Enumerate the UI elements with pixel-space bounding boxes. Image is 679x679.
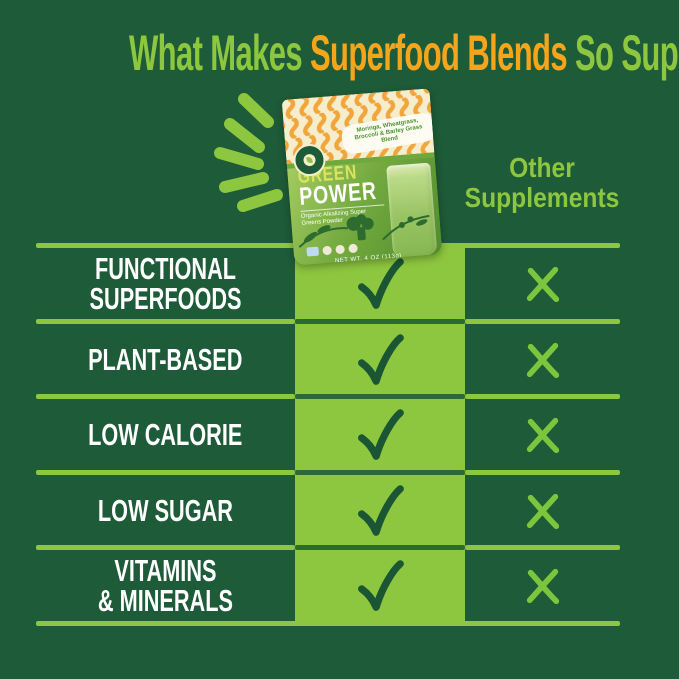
table-line-dark bbox=[295, 470, 465, 475]
product-column-band bbox=[295, 243, 465, 626]
row-label: VITAMINS & MINERALS bbox=[97, 552, 234, 618]
title-suffix: So Super? bbox=[574, 25, 679, 81]
other-value-cell bbox=[465, 324, 620, 395]
leaf-icon bbox=[306, 156, 313, 164]
row-label: PLANT-BASED bbox=[88, 341, 243, 377]
table-line bbox=[465, 470, 620, 475]
table-line bbox=[36, 319, 295, 324]
table-row: LOW SUGAR bbox=[0, 475, 679, 546]
table-row: FUNCTIONAL SUPERFOODS bbox=[0, 248, 679, 319]
table-row: LOW CALORIE bbox=[0, 399, 679, 470]
table-line bbox=[465, 394, 620, 399]
row-label-cell: PLANT-BASED bbox=[36, 324, 295, 395]
check-icon bbox=[358, 408, 404, 460]
row-label-cell: LOW CALORIE bbox=[36, 399, 295, 470]
check-icon bbox=[358, 257, 404, 309]
blend-value-cell bbox=[295, 550, 465, 621]
other-supplements-header: Other Supplements bbox=[464, 152, 620, 213]
row-label-cell: FUNCTIONAL SUPERFOODS bbox=[36, 248, 295, 319]
non-gmo-badge-icon bbox=[306, 246, 320, 257]
check-icon bbox=[358, 559, 404, 611]
x-icon bbox=[526, 493, 559, 529]
row-label: FUNCTIONAL SUPERFOODS bbox=[89, 250, 242, 316]
other-value-cell bbox=[465, 550, 620, 621]
blend-value-cell bbox=[295, 399, 465, 470]
pouch-front-panel: GREEN POWER Organic Alkalizing Super Gre… bbox=[287, 157, 443, 266]
other-value-cell bbox=[465, 475, 620, 546]
page-title: What Makes Superfood Blends So Super? bbox=[129, 24, 679, 82]
table-line-dark bbox=[295, 319, 465, 324]
table-line bbox=[36, 545, 295, 550]
gluten-free-badge-icon bbox=[348, 243, 358, 254]
blend-value-cell bbox=[295, 324, 465, 395]
vegan-badge-icon bbox=[335, 244, 345, 255]
table-row: PLANT-BASED bbox=[0, 324, 679, 395]
x-icon bbox=[526, 417, 559, 453]
other-value-cell bbox=[465, 399, 620, 470]
blend-value-cell bbox=[295, 248, 465, 319]
table-line bbox=[36, 470, 295, 475]
table-line-dark bbox=[295, 545, 465, 550]
pouch-wave-panel: Moringa, Wheatgrass, Broccoli & Barley G… bbox=[281, 88, 438, 178]
check-icon bbox=[358, 484, 404, 536]
table-line-dark bbox=[295, 394, 465, 399]
product-pouch-image: Moringa, Wheatgrass, Broccoli & Barley G… bbox=[281, 88, 443, 266]
check-icon bbox=[358, 333, 404, 385]
table-line bbox=[36, 394, 295, 399]
x-icon bbox=[526, 266, 559, 302]
row-label: LOW SUGAR bbox=[97, 492, 234, 528]
botanicals-illustration bbox=[298, 214, 430, 248]
x-icon bbox=[526, 342, 559, 378]
organic-badge-icon bbox=[322, 245, 332, 256]
other-value-cell bbox=[465, 248, 620, 319]
table-line bbox=[465, 545, 620, 550]
title-prefix: What Makes bbox=[129, 25, 310, 81]
blend-value-cell bbox=[295, 475, 465, 546]
row-label-cell: LOW SUGAR bbox=[36, 475, 295, 546]
table-row: VITAMINS & MINERALS bbox=[0, 550, 679, 621]
x-icon bbox=[526, 568, 559, 604]
burst-rays-icon bbox=[214, 93, 283, 212]
row-label-cell: VITAMINS & MINERALS bbox=[36, 550, 295, 621]
title-highlight: Superfood Blends bbox=[309, 25, 568, 81]
row-label: LOW CALORIE bbox=[88, 416, 243, 452]
table-line bbox=[36, 621, 620, 626]
table-line bbox=[465, 319, 620, 324]
